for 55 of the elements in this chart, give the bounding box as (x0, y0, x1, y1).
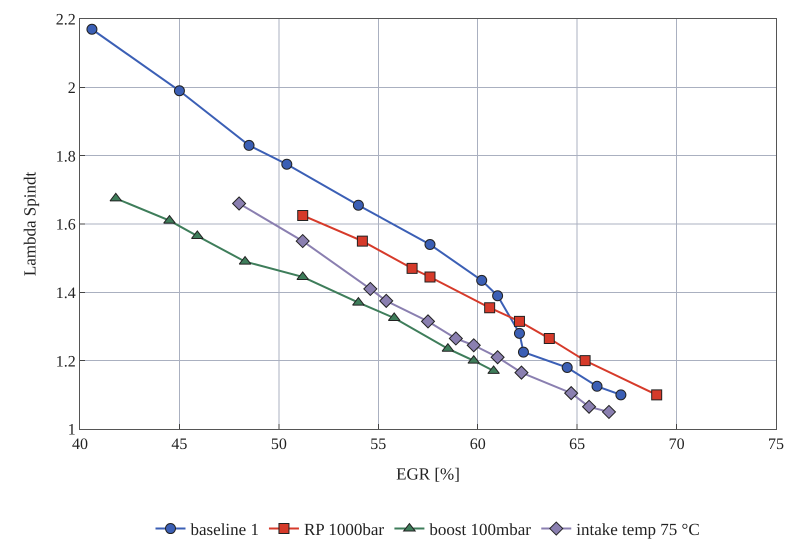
point (379, 294, 394, 308)
legend-label: RP 1000bar (304, 520, 384, 540)
x-tick-label: 45 (171, 436, 188, 454)
x-tick-label: 55 (370, 436, 386, 454)
point (615, 389, 626, 400)
y-axis-title: Lambda Spindt (20, 172, 40, 276)
legend-label: intake temp 75 °C (576, 520, 700, 540)
x-tick-label: 70 (668, 436, 685, 454)
y-tick-label: 2.2 (56, 12, 76, 29)
point (476, 274, 488, 286)
point (356, 236, 368, 247)
point (564, 386, 578, 400)
point (297, 210, 308, 221)
point (544, 332, 555, 344)
point (562, 362, 573, 373)
point (484, 302, 496, 314)
x-tick-label: 75 (768, 436, 784, 454)
point (424, 239, 436, 250)
y-tick-label: 2 (68, 80, 76, 97)
legend-label: baseline 1 (190, 520, 259, 540)
point (514, 328, 525, 339)
legend-label: boost 100mbar (429, 520, 532, 540)
point (602, 404, 616, 419)
point (580, 355, 591, 366)
x-tick-label: 60 (470, 436, 486, 454)
point (174, 85, 185, 96)
point (232, 196, 246, 210)
point (86, 24, 98, 35)
point (490, 350, 505, 364)
point (421, 314, 435, 328)
point (514, 316, 525, 327)
point (281, 158, 292, 170)
point (582, 400, 596, 414)
point (406, 262, 418, 274)
y-tick-label: 1 (68, 422, 76, 439)
point (448, 331, 463, 346)
point (296, 234, 310, 248)
point (352, 200, 364, 211)
x-tick-label: 40 (72, 436, 88, 454)
point (424, 271, 436, 282)
point (518, 346, 529, 358)
x-axis-title: EGR [%] (396, 464, 460, 484)
point (651, 389, 662, 400)
y-tick-label: 1.4 (56, 284, 76, 302)
point (244, 140, 255, 151)
x-tick-label: 50 (270, 436, 287, 454)
y-tick-label: 1.6 (56, 216, 76, 234)
y-tick-label: 1.8 (56, 148, 76, 166)
point (492, 290, 504, 302)
x-tick-label: 65 (569, 436, 586, 454)
point (363, 282, 378, 296)
point (592, 380, 603, 392)
point (514, 366, 528, 380)
point (466, 338, 481, 352)
y-tick-label: 1.2 (56, 353, 76, 370)
